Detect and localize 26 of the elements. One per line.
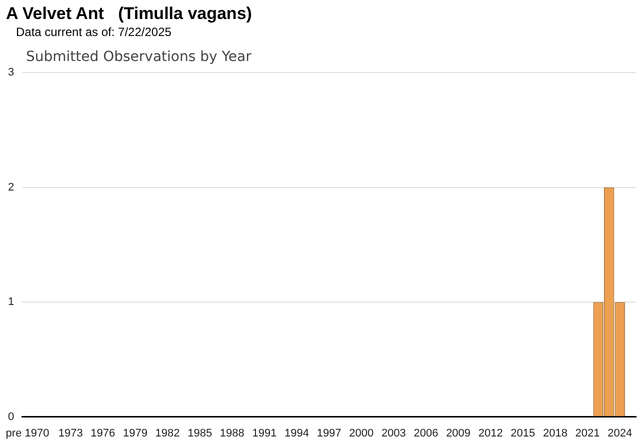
chart-subtitle: Data current as of: 7/22/2025 (16, 25, 172, 39)
x-tick-label: 1988 (220, 427, 244, 440)
x-tick-label: 2009 (446, 427, 471, 440)
x-tick-label: 2006 (414, 427, 438, 440)
x-tick-label: 2018 (542, 427, 568, 440)
chart-title: A Velvet Ant (Timulla vagans) (6, 4, 252, 24)
x-tick-label: 1985 (188, 427, 212, 440)
y-tick-label: 2 (8, 181, 14, 194)
y-tick-label: 3 (8, 66, 14, 79)
x-tick-label: 2024 (608, 427, 632, 440)
x-tick-label: 2021 (575, 427, 600, 440)
x-tick-label: pre 1970 (6, 427, 50, 440)
x-tick-label: 1982 (155, 427, 180, 440)
x-tick-label: 1976 (90, 427, 116, 440)
x-tick-label: 2015 (510, 427, 536, 440)
x-tick-label: 1991 (252, 427, 277, 440)
y-tick-label: 1 (8, 296, 14, 308)
x-tick-label: 2012 (478, 427, 503, 440)
x-tick-label: 1973 (58, 427, 83, 440)
text: Submitted Observations by Year (26, 49, 252, 65)
y-tick-label: 0 (8, 410, 14, 423)
x-tick-label: 2000 (349, 427, 374, 440)
x-tick-label: 1997 (316, 427, 342, 440)
x-tick-label: 1979 (122, 427, 148, 440)
x-tick-label: 1994 (284, 427, 309, 440)
x-tick-label: 2003 (381, 427, 406, 440)
